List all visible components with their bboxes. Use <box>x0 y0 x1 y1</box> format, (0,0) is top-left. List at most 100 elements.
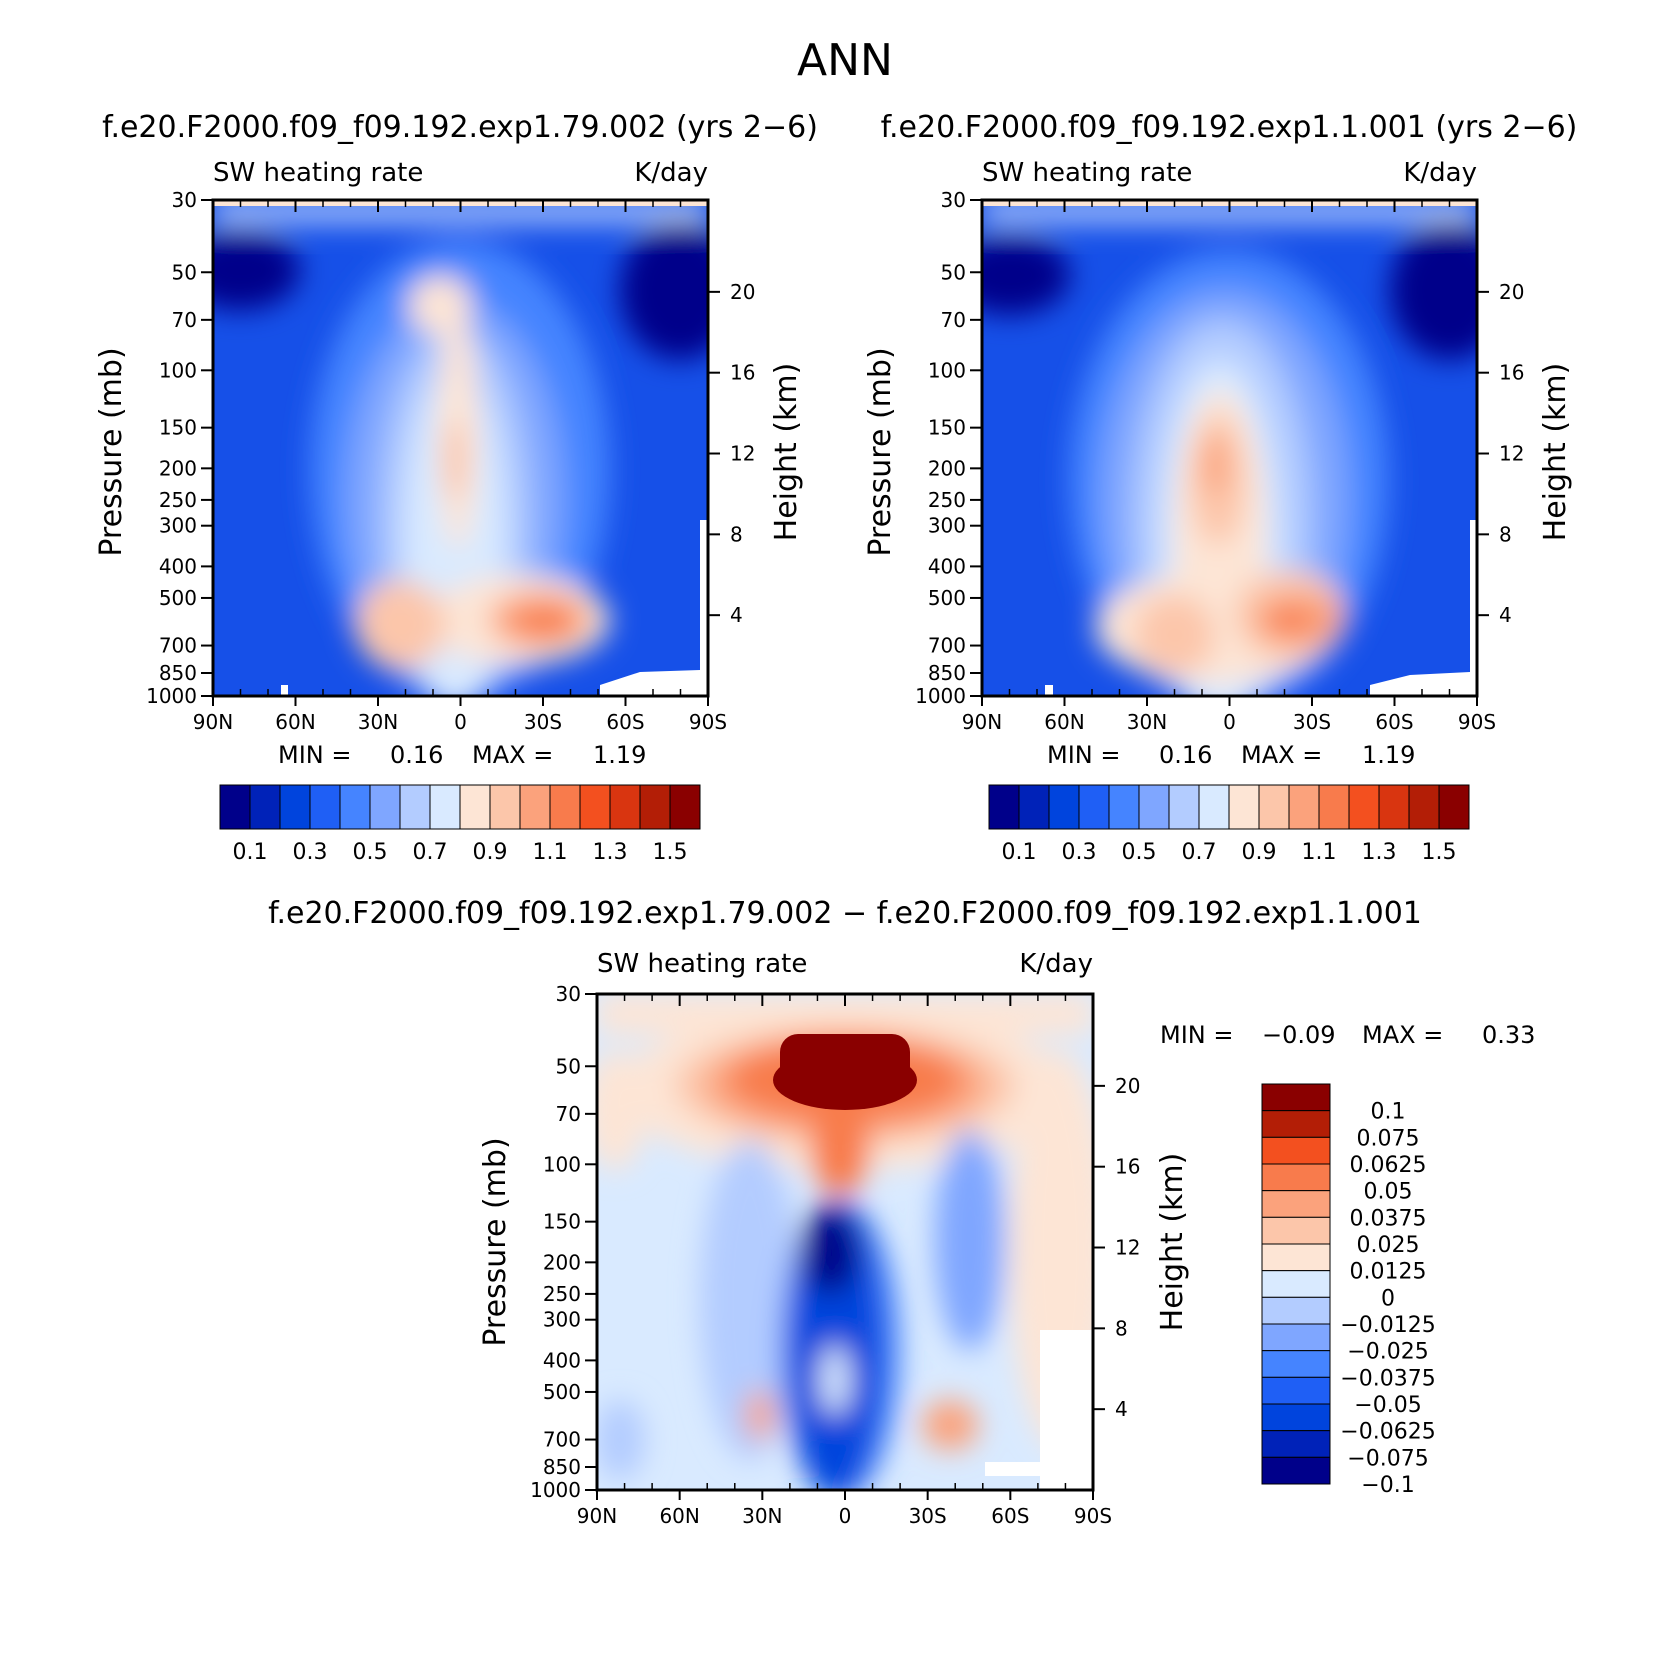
y-tick-label: 50 <box>941 260 966 284</box>
colorbar-label: 0.05 <box>1364 1180 1413 1205</box>
colorbar-label: 0.0125 <box>1350 1260 1427 1285</box>
colorbar-box <box>459 784 491 830</box>
y-tick-label: 700 <box>543 1428 581 1452</box>
colorbar-label: 1.1 <box>1302 840 1337 865</box>
colorbar-label: 0.1 <box>1002 840 1037 865</box>
colorbar-label: 0 <box>1381 1286 1395 1311</box>
panel-1-max-value: 1.19 <box>593 741 646 769</box>
colorbar-label: 0.9 <box>473 840 508 865</box>
colorbar-box <box>369 784 401 830</box>
colorbar-box <box>1261 1216 1331 1245</box>
colorbar-box <box>219 784 251 830</box>
y-tick-label: 250 <box>543 1282 581 1306</box>
y-right-tick-label: 12 <box>1499 442 1524 466</box>
panel-2-colorbar: 0.1 0.3 0.5 0.7 0.9 1.1 1.3 1.5 <box>988 784 1470 865</box>
x-tick-label: 60N <box>275 710 315 734</box>
colorbar-box <box>1258 784 1290 830</box>
panel-2-y-axis-title: Pressure (mb) <box>863 347 898 556</box>
x-tick-label: 30N <box>742 1504 782 1528</box>
colorbar-label: 0.3 <box>293 840 328 865</box>
colorbar-label: 0.1 <box>233 840 268 865</box>
colorbar-box <box>1408 784 1440 830</box>
panel-2-max-value: 1.19 <box>1362 741 1415 769</box>
y-right-tick-label: 16 <box>1115 1155 1140 1179</box>
colorbar-box <box>1438 784 1470 830</box>
colorbar-label: 1.3 <box>593 840 628 865</box>
y-right-tick-label: 8 <box>1115 1316 1128 1340</box>
y-tick-label: 100 <box>928 358 966 382</box>
colorbar-box <box>1261 1430 1331 1458</box>
x-tick-label: 90S <box>1074 1504 1112 1528</box>
y-tick-label: 250 <box>159 488 197 512</box>
x-tick-label: 30S <box>524 710 562 734</box>
y-tick-label: 400 <box>543 1348 581 1372</box>
x-tick-label: 30N <box>1127 710 1167 734</box>
y-tick-label: 400 <box>928 554 966 578</box>
x-tick-label: 0 <box>454 710 467 734</box>
panel-2-axes: 90N 60N 30N 0 30S 60S 90S 30 50 70 100 150 200 250300… <box>915 188 1524 734</box>
colorbar-label: 0.7 <box>413 840 448 865</box>
colorbar-box <box>1261 1296 1331 1325</box>
y-tick-label: 50 <box>556 1054 581 1078</box>
x-tick-label: 60N <box>659 1504 699 1528</box>
y-right-tick-label: 20 <box>1115 1074 1140 1098</box>
colorbar-box <box>1018 784 1050 830</box>
panel-1-max-label: MAX = <box>472 741 553 769</box>
y-right-tick-label: 4 <box>1115 1397 1128 1421</box>
y-tick-label: 150 <box>928 416 966 440</box>
panel-3-title: f.e20.F2000.f09_f09.192.exp1.79.002 − f.… <box>268 896 1422 931</box>
panel-3-y-axis-right-title: Height (km) <box>1155 1153 1190 1332</box>
colorbar-label: −0.0625 <box>1340 1420 1435 1445</box>
x-tick-label: 90S <box>689 710 727 734</box>
y-tick-label: 300 <box>159 514 197 538</box>
colorbar-label: 0.1 <box>1371 1100 1406 1125</box>
y-tick-label: 300 <box>543 1308 581 1332</box>
colorbar-label: 0.3 <box>1062 840 1097 865</box>
y-right-tick-label: 8 <box>1499 522 1512 546</box>
panel-1-variable-label: SW heating rate <box>213 158 423 188</box>
colorbar-box <box>1261 1456 1331 1485</box>
colorbar-box <box>519 784 551 830</box>
y-tick-label: 850 <box>159 661 197 685</box>
y-tick-label: 100 <box>543 1152 581 1176</box>
x-tick-label: 60S <box>606 710 644 734</box>
x-tick-label: 30N <box>358 710 398 734</box>
colorbar-label: 1.1 <box>533 840 568 865</box>
colorbar-label: −0.0125 <box>1340 1313 1435 1338</box>
y-tick-label: 500 <box>543 1380 581 1404</box>
panel-2-title: f.e20.F2000.f09_f09.192.exp1.1.001 (yrs … <box>881 110 1578 145</box>
colorbar-box <box>1198 784 1230 830</box>
y-right-tick-label: 12 <box>1115 1236 1140 1260</box>
y-right-tick-label: 8 <box>730 522 743 546</box>
panel-3-variable-label: SW heating rate <box>597 949 807 979</box>
colorbar-box <box>1261 1403 1331 1432</box>
panel-1: f.e20.F2000.f09_f09.192.exp1.79.002 (yrs… <box>94 110 818 865</box>
colorbar-label: −0.0375 <box>1340 1366 1435 1391</box>
y-tick-label: 30 <box>172 188 197 212</box>
colorbar-box <box>609 784 641 830</box>
x-tick-label: 90S <box>1458 710 1496 734</box>
y-tick-label: 500 <box>159 586 197 610</box>
y-tick-label: 400 <box>159 554 197 578</box>
colorbar-box <box>1378 784 1410 830</box>
panel-1-plot-area <box>213 200 708 696</box>
colorbar-box <box>1108 784 1140 830</box>
x-tick-label: 90N <box>577 1504 617 1528</box>
colorbar-box <box>279 784 311 830</box>
y-tick-label: 850 <box>543 1455 581 1479</box>
colorbar-box <box>1138 784 1170 830</box>
colorbar-box <box>1318 784 1350 830</box>
y-tick-label: 150 <box>159 416 197 440</box>
y-tick-label: 700 <box>928 634 966 658</box>
y-tick-label: 700 <box>159 634 197 658</box>
y-tick-label: 1000 <box>530 1478 581 1502</box>
y-right-tick-label: 20 <box>730 280 755 304</box>
panel-1-min-value: 0.16 <box>390 741 443 769</box>
colorbar-box <box>1048 784 1080 830</box>
colorbar-label: −0.1 <box>1361 1473 1414 1498</box>
panel-3-axes: 90N 60N 30N 0 30S 60S 90S 30 50 70 100 150 200 250300… <box>530 982 1140 1528</box>
y-tick-label: 70 <box>556 1102 581 1126</box>
colorbar-box <box>1261 1083 1331 1112</box>
y-right-tick-label: 4 <box>730 603 743 627</box>
